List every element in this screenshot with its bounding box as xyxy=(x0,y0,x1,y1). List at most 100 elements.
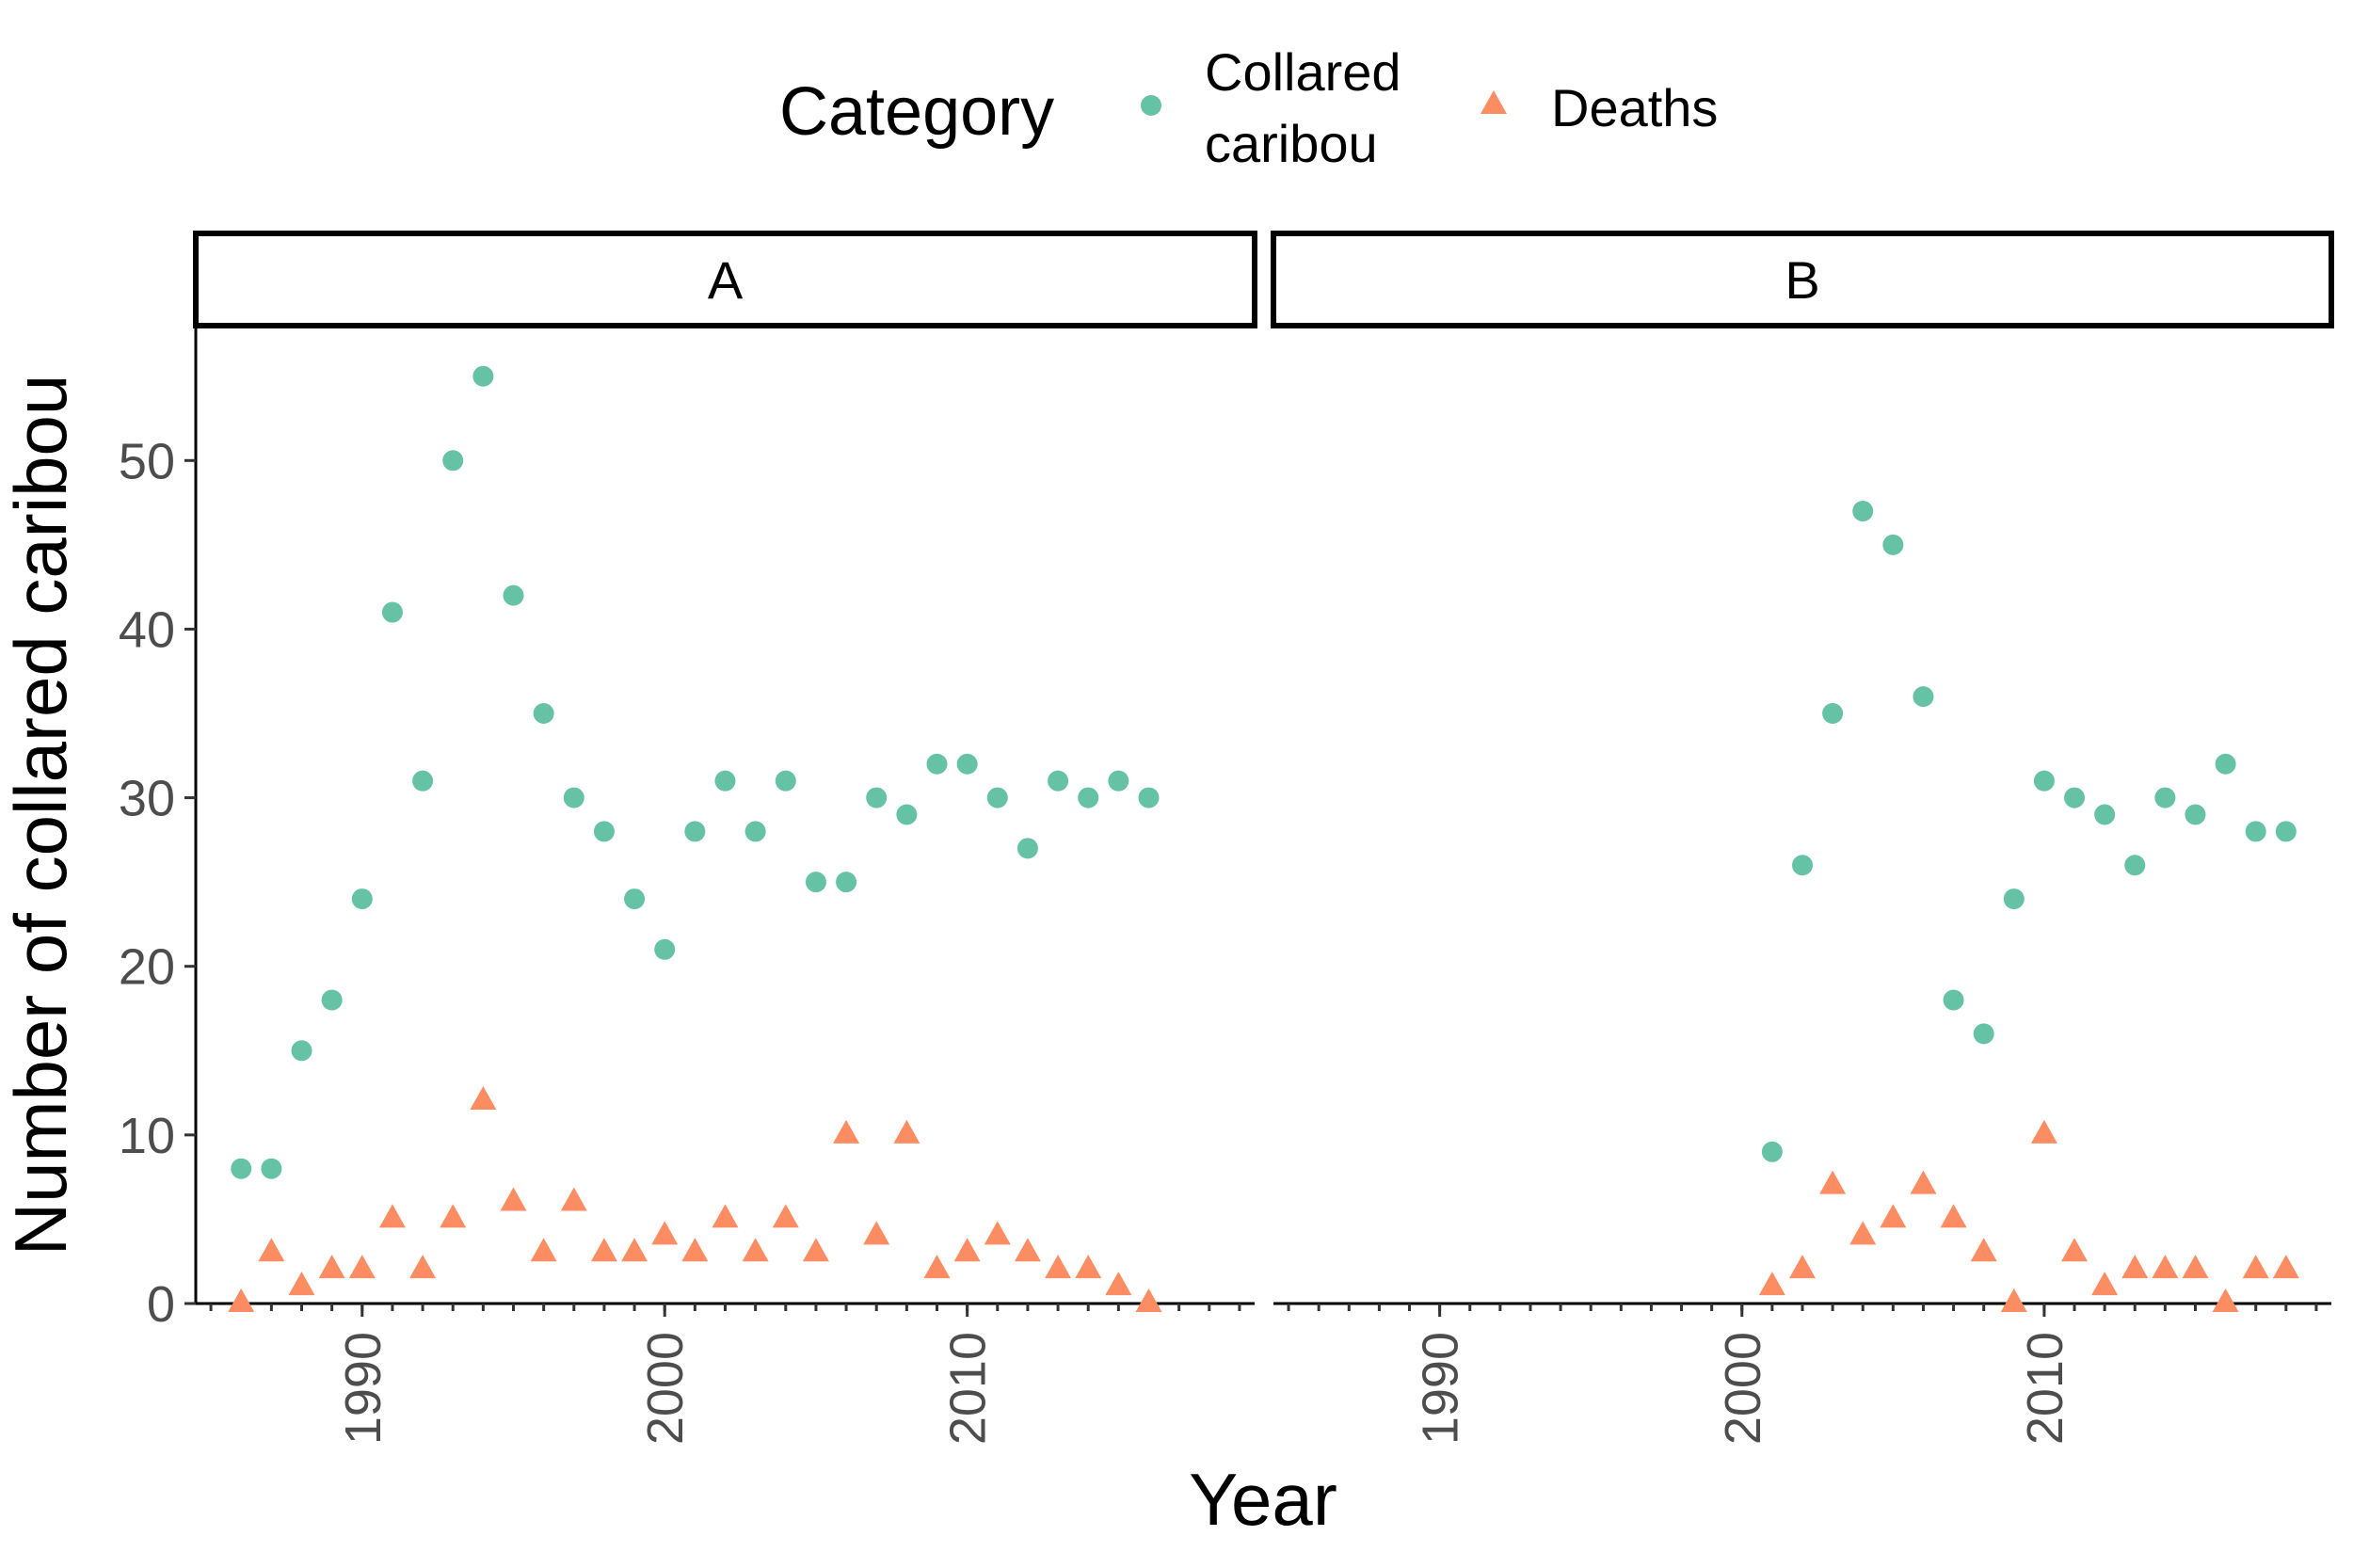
point-collared-caribou xyxy=(805,872,826,893)
y-axis-title: Number of collared caribou xyxy=(0,375,82,1256)
y-axis-ticks: 0 10 20 30 40 50 xyxy=(119,433,196,1333)
point-deaths xyxy=(621,1238,648,1262)
point-collared-caribou xyxy=(231,1158,252,1179)
facet-strip-b-label: B xyxy=(1785,250,1819,310)
point-deaths xyxy=(348,1255,376,1279)
legend-title: Category xyxy=(779,74,1054,150)
point-collared-caribou xyxy=(896,804,918,825)
point-collared-caribou xyxy=(1852,501,1874,522)
point-deaths xyxy=(2091,1272,2119,1296)
point-collared-caribou xyxy=(866,787,888,808)
point-collared-caribou xyxy=(1078,787,1099,808)
point-deaths xyxy=(560,1187,587,1211)
point-deaths xyxy=(1910,1170,1937,1194)
point-collared-caribou xyxy=(775,770,796,792)
point-deaths xyxy=(1105,1272,1132,1296)
x-tick-label: 1990 xyxy=(335,1332,392,1445)
point-collared-caribou xyxy=(654,938,676,960)
point-deaths xyxy=(1819,1170,1847,1194)
point-collared-caribou xyxy=(261,1158,282,1179)
point-deaths xyxy=(500,1187,527,1211)
point-deaths xyxy=(802,1238,829,1262)
point-collared-caribou xyxy=(1882,534,1904,555)
point-deaths xyxy=(1970,1238,1997,1262)
legend-marker-collared-caribou xyxy=(1141,95,1161,116)
x-tick-label: 1990 xyxy=(1413,1332,1469,1445)
x-tick-label: 2010 xyxy=(940,1332,997,1445)
point-collared-caribou xyxy=(321,989,343,1011)
point-deaths xyxy=(590,1238,617,1262)
point-collared-caribou xyxy=(744,821,766,842)
point-deaths xyxy=(893,1119,920,1144)
x-tick-label: 2000 xyxy=(637,1332,694,1445)
point-deaths xyxy=(2212,1288,2239,1312)
point-deaths xyxy=(258,1238,285,1262)
point-deaths xyxy=(2061,1238,2089,1262)
point-collared-caribou xyxy=(1792,855,1813,876)
point-collared-caribou xyxy=(1822,703,1844,725)
y-tick-label: 50 xyxy=(119,433,175,489)
y-tick-label: 40 xyxy=(119,601,175,658)
point-collared-caribou xyxy=(2154,787,2176,808)
point-deaths xyxy=(681,1238,709,1262)
point-deaths xyxy=(2121,1255,2149,1279)
point-deaths xyxy=(288,1272,315,1296)
panel-b: 1990 2000 2010 xyxy=(1273,501,2331,1445)
point-deaths xyxy=(2152,1255,2179,1279)
point-collared-caribou xyxy=(1913,686,1934,708)
point-collared-caribou xyxy=(291,1040,312,1062)
point-collared-caribou xyxy=(442,450,464,472)
point-deaths xyxy=(440,1204,467,1228)
point-collared-caribou xyxy=(563,787,584,808)
point-collared-caribou xyxy=(714,770,736,792)
point-collared-caribou xyxy=(2033,770,2055,792)
point-collared-caribou xyxy=(2124,855,2146,876)
point-collared-caribou xyxy=(351,888,373,910)
y-tick-label: 0 xyxy=(147,1276,175,1333)
y-tick-label: 20 xyxy=(119,939,175,996)
point-deaths xyxy=(409,1255,437,1279)
point-collared-caribou xyxy=(1138,787,1160,808)
legend-label-deaths: Deaths xyxy=(1551,78,1718,137)
point-deaths xyxy=(2272,1255,2299,1279)
facet-strip-b: B xyxy=(1271,231,2334,328)
point-collared-caribou xyxy=(836,872,857,893)
x-tick-label: 2000 xyxy=(1715,1332,1771,1445)
legend: Category Collared caribou Deaths xyxy=(779,42,1718,173)
point-collared-caribou xyxy=(926,753,948,775)
point-collared-caribou xyxy=(412,770,434,792)
point-deaths xyxy=(530,1238,557,1262)
facet-strip-a: A xyxy=(193,231,1257,328)
point-deaths xyxy=(712,1204,739,1228)
point-deaths xyxy=(1045,1255,1072,1279)
point-collared-caribou xyxy=(2185,804,2206,825)
point-deaths xyxy=(863,1221,890,1245)
point-collared-caribou xyxy=(2003,888,2025,910)
point-collared-caribou xyxy=(1016,838,1038,859)
point-deaths xyxy=(1014,1238,1041,1262)
point-deaths xyxy=(2000,1288,2027,1312)
point-deaths xyxy=(953,1238,981,1262)
point-collared-caribou xyxy=(2094,804,2116,825)
point-deaths xyxy=(923,1255,951,1279)
point-collared-caribou xyxy=(1048,770,1069,792)
point-deaths xyxy=(984,1221,1011,1245)
point-deaths xyxy=(1789,1255,1816,1279)
point-deaths xyxy=(318,1255,345,1279)
legend-label-collared-caribou-line1: Collared xyxy=(1205,42,1401,102)
y-axis: 0 10 20 30 40 50 xyxy=(119,326,198,1333)
panel-a: 1990 2000 2010 xyxy=(196,365,1255,1445)
point-collared-caribou xyxy=(2064,787,2086,808)
y-tick-label: 10 xyxy=(119,1108,175,1164)
point-deaths xyxy=(2182,1255,2209,1279)
point-deaths xyxy=(772,1204,799,1228)
legend-marker-deaths xyxy=(1481,90,1507,114)
point-collared-caribou xyxy=(381,601,403,623)
point-deaths xyxy=(228,1288,255,1312)
point-deaths xyxy=(378,1204,406,1228)
x-tick-label: 2010 xyxy=(2017,1332,2073,1445)
point-deaths xyxy=(1075,1255,1102,1279)
y-tick-label: 30 xyxy=(119,771,175,827)
point-collared-caribou xyxy=(624,888,646,910)
